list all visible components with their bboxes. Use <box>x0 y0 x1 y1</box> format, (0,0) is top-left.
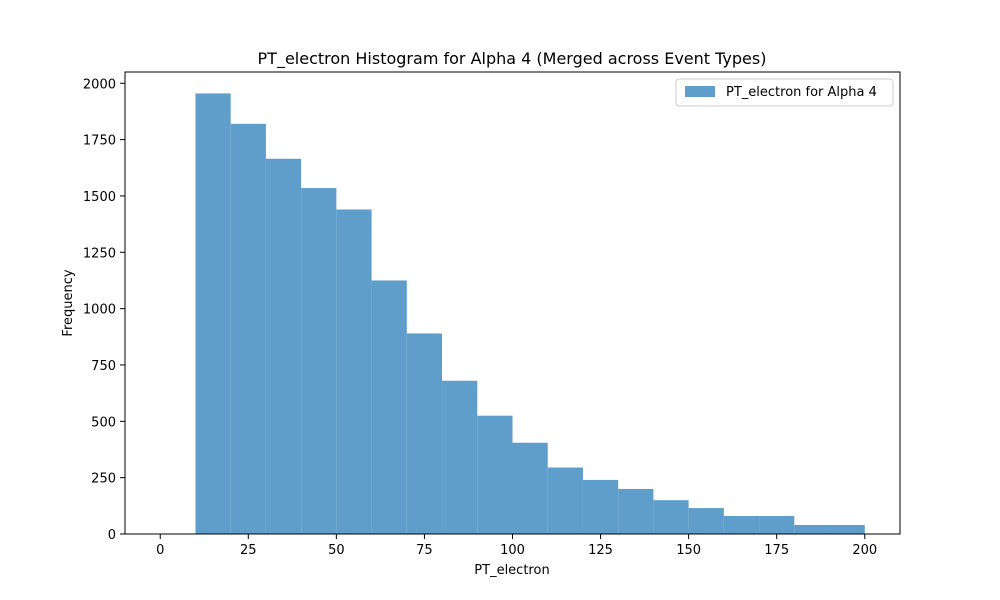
histogram-bar <box>582 479 619 534</box>
histogram-bar <box>406 333 443 534</box>
x-tick-label: 25 <box>240 543 257 558</box>
y-tick-label: 1500 <box>83 190 116 205</box>
x-tick-label: 125 <box>588 543 613 558</box>
histogram-bar <box>618 488 654 534</box>
bars-group <box>195 93 865 535</box>
y-tick-label: 500 <box>91 415 116 430</box>
y-axis-label: Frequency <box>61 269 76 336</box>
x-tick-label: 0 <box>156 543 164 558</box>
chart-title: PT_electron Histogram for Alpha 4 (Merge… <box>258 49 767 69</box>
plot-frame <box>124 71 901 535</box>
histogram-bar <box>653 500 689 534</box>
histogram-bar <box>759 515 795 534</box>
y-tick-label: 2000 <box>83 77 116 92</box>
histogram-bar <box>230 123 266 535</box>
x-tick-label: 100 <box>500 543 525 558</box>
histogram-bar <box>477 415 513 534</box>
histogram-bar <box>336 209 372 534</box>
histogram-bar <box>442 380 478 534</box>
histogram-bar <box>688 508 724 534</box>
y-tick-label: 1750 <box>83 134 116 149</box>
histogram-bar <box>371 280 407 534</box>
y-tick-label: 0 <box>108 528 116 543</box>
histogram-bar <box>829 524 865 534</box>
histogram-bar <box>265 158 302 534</box>
x-tick-label: 150 <box>676 543 701 558</box>
histogram-bar <box>794 524 830 534</box>
x-axis-ticks: 0 25 50 75 100 125 150 175 200 <box>156 534 877 558</box>
histogram-bar <box>547 467 583 534</box>
x-axis-label: PT_electron <box>474 563 549 578</box>
y-tick-label: 1250 <box>83 246 116 261</box>
histogram-bar <box>512 442 548 534</box>
legend-label: PT_electron for Alpha 4 <box>726 85 877 100</box>
legend: PT_electron for Alpha 4 <box>675 78 894 107</box>
legend-swatch <box>685 86 715 97</box>
x-tick-label: 50 <box>328 543 345 558</box>
histogram-bar <box>195 93 231 534</box>
y-tick-label: 250 <box>91 472 116 487</box>
histogram-bar <box>301 188 337 534</box>
y-axis-ticks: 0 250 500 750 1000 1250 1500 1750 2000 <box>83 77 125 543</box>
legend-box <box>675 78 894 107</box>
x-tick-label: 175 <box>764 543 789 558</box>
y-tick-label: 750 <box>91 359 116 374</box>
histogram-bar <box>723 515 760 534</box>
y-tick-label: 1000 <box>83 303 116 318</box>
x-tick-label: 200 <box>852 543 877 558</box>
x-tick-label: 75 <box>416 543 433 558</box>
